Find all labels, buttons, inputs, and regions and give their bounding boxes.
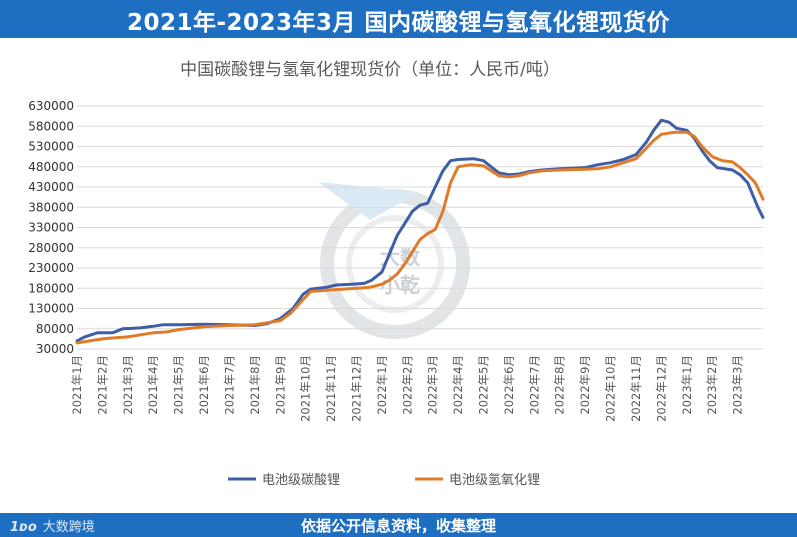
x-tick-label: 2022年9月 [578, 355, 592, 415]
x-tick-label: 2021年7月 [222, 355, 236, 415]
x-tick-label: 2021年1月 [70, 355, 84, 415]
y-tick-label: 630000 [28, 99, 74, 113]
x-tick-label: 2023年2月 [705, 355, 719, 415]
x-tick-label: 2021年5月 [172, 355, 186, 415]
x-tick-label: 2021年8月 [248, 355, 262, 415]
x-tick-label: 2021年4月 [146, 355, 160, 415]
gridlines [77, 105, 763, 350]
series-line-2 [75, 130, 765, 345]
y-tick-label: 280000 [28, 241, 74, 255]
y-tick-label: 380000 [28, 200, 74, 214]
legend: 电池级碳酸锂 电池级氢氧化锂 [228, 473, 540, 488]
brand-logo: 1ᴅᴏ 大数跨境 [10, 516, 95, 535]
x-tick-label: 2022年4月 [451, 355, 465, 415]
watermark-logo: 大数 小乾 [318, 182, 470, 339]
y-tick-label: 330000 [28, 221, 74, 235]
x-tick-label: 2022年7月 [527, 355, 541, 415]
legend-label-1: 电池级碳酸锂 [262, 473, 340, 488]
title-banner: 2021年-2023年3月 国内碳酸锂与氢氧化锂现货价 [0, 0, 797, 38]
x-tick-label: 2021年12月 [349, 355, 363, 422]
x-tick-label: 2021年2月 [95, 355, 109, 415]
x-tick-label: 2022年10月 [604, 355, 618, 422]
series-line-1 [75, 118, 765, 343]
y-tick-label: 480000 [28, 160, 74, 174]
legend-label-2: 电池级氢氧化锂 [449, 473, 540, 488]
x-tick-label: 2023年3月 [731, 355, 745, 415]
x-tick-label: 2021年9月 [273, 355, 287, 415]
y-tick-label: 80000 [36, 322, 74, 336]
footer-bar: 1ᴅᴏ 大数跨境 依据公开信息资料，收集整理 [0, 513, 797, 537]
footer-note: 依据公开信息资料，收集整理 [300, 517, 496, 535]
y-tick-label: 580000 [28, 119, 74, 133]
x-tick-label: 2022年12月 [654, 355, 668, 422]
x-tick-label: 2022年5月 [477, 355, 491, 415]
x-tick-label: 2021年10月 [299, 355, 313, 422]
x-tick-label: 2022年3月 [426, 355, 440, 415]
brand-mark: 1ᴅᴏ [10, 520, 37, 535]
x-tick-label: 2022年11月 [629, 355, 643, 422]
x-tick-label: 2021年3月 [121, 355, 135, 415]
y-tick-label: 430000 [28, 180, 74, 194]
y-tick-label: 180000 [28, 281, 74, 295]
x-axis: 2021年1月 2021年2月 2021年3月 2021年4月 2021年5月 2021年… [70, 355, 745, 422]
watermark-text-2: 小乾 [380, 273, 420, 297]
x-tick-label: 2021年11月 [324, 355, 338, 422]
y-tick-label: 230000 [28, 261, 74, 275]
series-lines [75, 118, 765, 345]
y-tick-label: 130000 [28, 302, 74, 316]
y-tick-label: 30000 [36, 342, 74, 356]
y-axis: 30000 80000 130000 180000 230000 280000 330000… [28, 99, 74, 356]
x-tick-label: 2023年1月 [680, 355, 694, 415]
x-tick-label: 2022年6月 [502, 355, 516, 415]
x-tick-label: 2022年1月 [375, 355, 389, 415]
x-tick-label: 2022年8月 [553, 355, 567, 415]
brand-name: 大数跨境 [42, 520, 95, 535]
chart-title: 中国碳酸锂与氢氧化锂现货价（单位：人民币/吨） [180, 60, 560, 80]
line-chart: 中国碳酸锂与氢氧化锂现货价（单位：人民币/吨） 大数 小乾 30000 80000… [28, 60, 765, 488]
banner-title: 2021年-2023年3月 国内碳酸锂与氢氧化锂现货价 [126, 10, 671, 36]
y-tick-label: 530000 [28, 140, 74, 154]
chart-frame: 中国碳酸锂与氢氧化锂现货价（单位：人民币/吨） 大数 小乾 30000 80000… [0, 42, 797, 508]
x-tick-label: 2022年2月 [400, 355, 414, 415]
x-tick-label: 2021年6月 [197, 355, 211, 415]
